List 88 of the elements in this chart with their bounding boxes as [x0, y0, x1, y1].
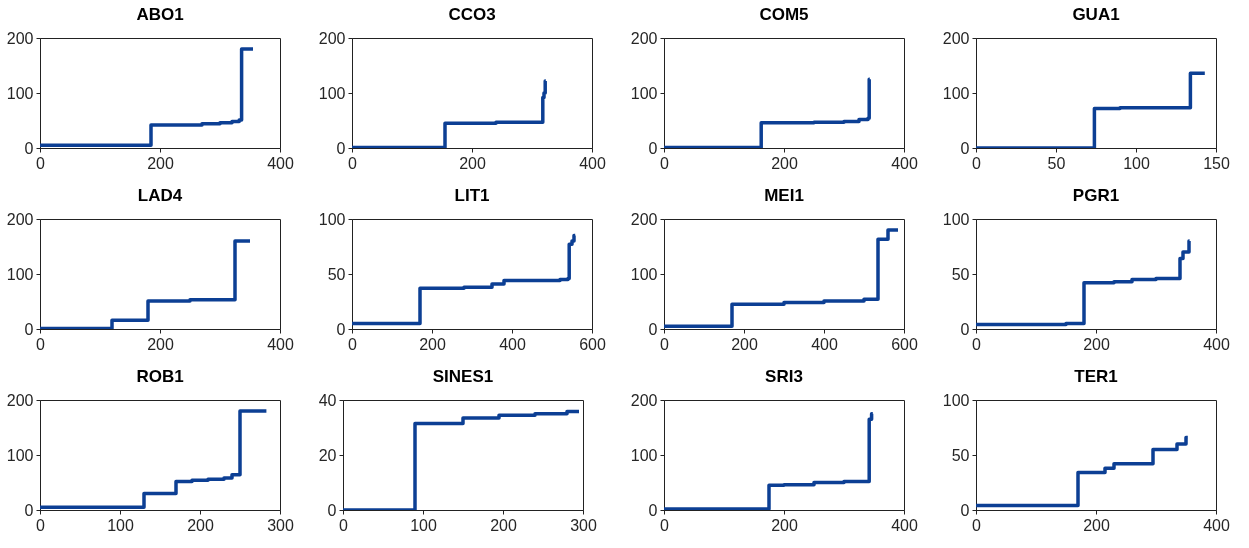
y-tick-label: 100 [6, 265, 34, 283]
y-tick-label: 200 [630, 29, 658, 47]
chart-title: LAD4 [137, 186, 183, 205]
y-tick-label: 0 [648, 139, 658, 157]
x-tick-label: 100 [410, 516, 437, 534]
y-tick-label: 100 [942, 84, 970, 102]
y-tick-label: 0 [648, 501, 658, 519]
x-tick-label: 200 [771, 154, 798, 172]
x-tick-label: 200 [459, 154, 486, 172]
x-tick-label: 100 [1123, 154, 1150, 172]
x-tick-label: 600 [891, 335, 918, 353]
y-tick-label: 100 [630, 265, 658, 283]
x-tick-label: 400 [1203, 516, 1230, 534]
y-tick-label: 0 [960, 501, 970, 519]
x-tick-label: 200 [490, 516, 517, 534]
y-tick-label: 50 [327, 265, 346, 283]
y-tick-label: 0 [24, 139, 34, 157]
chart-title: PGR1 [1072, 186, 1120, 205]
chart-title: SRI3 [765, 367, 803, 386]
y-tick-label: 200 [6, 29, 34, 47]
y-tick-label: 100 [6, 446, 34, 464]
y-tick-label: 100 [942, 391, 970, 409]
x-tick-label: 100 [107, 516, 134, 534]
x-tick-label: 200 [419, 335, 446, 353]
y-tick-label: 200 [942, 29, 970, 47]
x-tick-label: 0 [348, 335, 358, 353]
x-tick-label: 0 [660, 154, 670, 172]
y-tick-label: 200 [630, 210, 658, 228]
x-tick-label: 400 [1203, 335, 1230, 353]
x-tick-label: 0 [348, 154, 358, 172]
y-tick-label: 0 [336, 320, 346, 338]
y-tick-label: 100 [630, 446, 658, 464]
x-tick-label: 0 [36, 335, 46, 353]
x-tick-label: 0 [36, 154, 46, 172]
x-tick-label: 0 [660, 335, 670, 353]
x-tick-label: 50 [1047, 154, 1066, 172]
y-tick-label: 100 [630, 84, 658, 102]
x-tick-label: 200 [771, 516, 798, 534]
y-tick-label: 200 [318, 29, 346, 47]
y-tick-label: 100 [6, 84, 34, 102]
x-tick-label: 600 [579, 335, 606, 353]
x-tick-label: 0 [972, 154, 982, 172]
chart-title: ABO1 [136, 5, 184, 24]
x-tick-label: 400 [499, 335, 526, 353]
x-tick-label: 0 [660, 516, 670, 534]
x-tick-label: 400 [579, 154, 606, 172]
x-tick-label: 200 [1083, 335, 1110, 353]
chart-title: MEI1 [764, 186, 804, 205]
x-tick-label: 200 [147, 335, 174, 353]
y-tick-label: 0 [648, 320, 658, 338]
y-tick-label: 0 [960, 320, 970, 338]
x-tick-label: 300 [570, 516, 597, 534]
x-tick-label: 400 [267, 154, 294, 172]
x-tick-label: 0 [972, 516, 982, 534]
y-tick-label: 0 [960, 139, 970, 157]
y-tick-label: 20 [318, 446, 337, 464]
x-tick-label: 400 [891, 154, 918, 172]
x-tick-label: 200 [1083, 516, 1110, 534]
chart-title: ROB1 [136, 367, 184, 386]
x-tick-label: 400 [811, 335, 838, 353]
chart-title: GUA1 [1072, 5, 1120, 24]
x-tick-label: 400 [267, 335, 294, 353]
y-tick-label: 50 [951, 265, 970, 283]
y-tick-label: 50 [951, 446, 970, 464]
y-tick-label: 100 [318, 210, 346, 228]
y-tick-label: 0 [327, 501, 337, 519]
x-tick-label: 300 [267, 516, 294, 534]
y-tick-label: 0 [24, 320, 34, 338]
chart-title: COM5 [759, 5, 809, 24]
y-tick-label: 0 [336, 139, 346, 157]
y-tick-label: 100 [318, 84, 346, 102]
x-tick-label: 200 [147, 154, 174, 172]
y-tick-label: 100 [942, 210, 970, 228]
x-tick-label: 150 [1203, 154, 1230, 172]
y-tick-label: 200 [6, 210, 34, 228]
x-tick-label: 400 [891, 516, 918, 534]
x-tick-label: 200 [731, 335, 758, 353]
x-tick-label: 0 [972, 335, 982, 353]
y-tick-label: 40 [318, 391, 337, 409]
x-tick-label: 200 [187, 516, 214, 534]
y-tick-label: 0 [24, 501, 34, 519]
chart-title: LIT1 [454, 186, 490, 205]
chart-title: CCO3 [448, 5, 496, 24]
y-tick-label: 200 [630, 391, 658, 409]
chart-title: SINES1 [432, 367, 494, 386]
x-tick-label: 0 [36, 516, 46, 534]
chart-title: TER1 [1074, 367, 1118, 386]
y-tick-label: 200 [6, 391, 34, 409]
